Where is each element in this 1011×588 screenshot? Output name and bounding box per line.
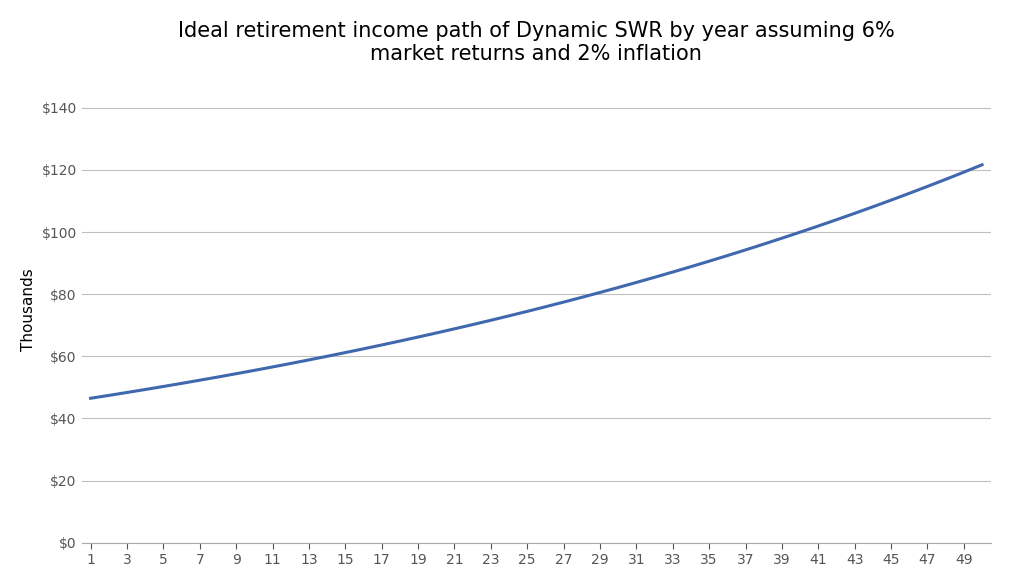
Y-axis label: Thousands: Thousands [21, 268, 35, 351]
Title: Ideal retirement income path of Dynamic SWR by year assuming 6%
market returns a: Ideal retirement income path of Dynamic … [178, 21, 894, 64]
